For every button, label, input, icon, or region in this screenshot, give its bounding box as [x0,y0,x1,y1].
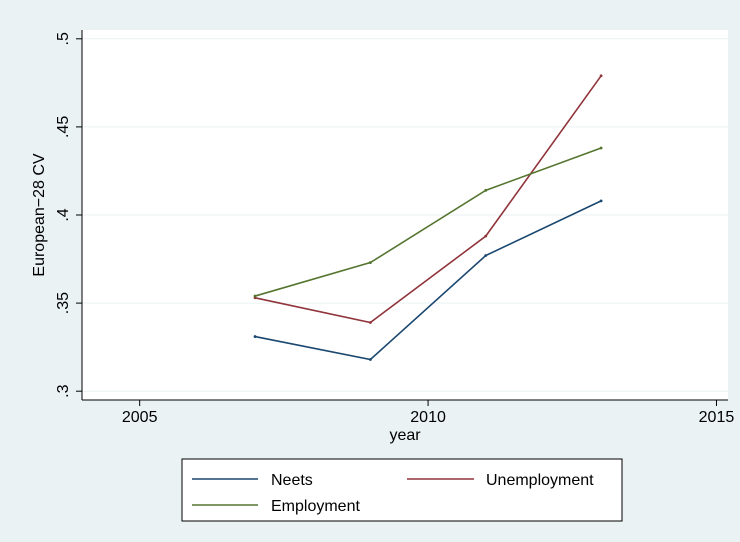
legend-box [181,458,623,522]
axes: .3 .35 .4 .45 .5 2005 2010 2015 [55,30,734,426]
y-tick-label-0: .3 [55,384,72,397]
point-employment-1 [368,261,372,264]
point-employment-2 [484,188,488,192]
point-unemployment-3 [599,74,603,78]
y-tick-label-3: .45 [55,116,72,138]
series-line-unemployment [254,75,602,324]
point-neets-1 [368,358,372,361]
series-line-employment [254,147,602,297]
y-tick-label-2: .4 [55,208,72,221]
x-tick-label-0: 2005 [122,409,158,426]
point-unemployment-2 [484,234,488,238]
y-axis-title: European−28 CV [31,153,48,277]
series-lines [253,74,603,361]
y-tick-label-4: .5 [55,32,72,45]
point-neets-0 [253,335,257,338]
x-axis-title: year [389,427,421,444]
x-tick-label-2: 2015 [699,409,735,426]
gridlines [82,38,728,392]
point-neets-3 [599,199,603,203]
point-unemployment-1 [368,321,372,324]
point-employment-3 [599,146,603,150]
x-tick-label-1: 2010 [410,409,446,426]
series-line-neets [254,200,602,361]
point-neets-2 [484,254,488,257]
y-tick-label-1: .35 [55,292,72,314]
point-employment-0 [253,294,257,298]
legend-label-unemployment: Unemployment [486,472,594,489]
legend: Neets Unemployment Employment [181,458,623,522]
legend-label-neets: Neets [271,472,313,489]
legend-label-employment: Employment [271,498,360,515]
